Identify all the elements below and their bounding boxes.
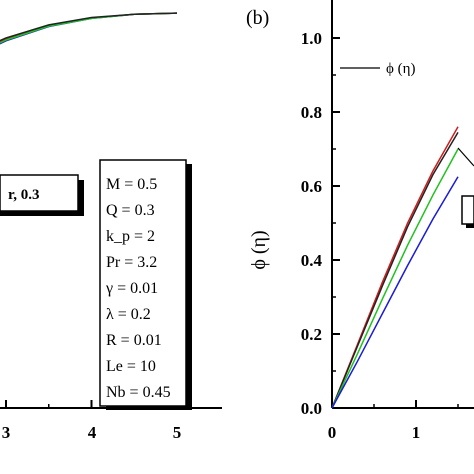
- series-line: [331, 148, 459, 409]
- right-x-ticks: [331, 400, 459, 408]
- param-text: M = 0.5: [106, 176, 157, 193]
- param-text: R = 0.01: [106, 332, 162, 349]
- x-tick-label: 1: [412, 423, 421, 442]
- param-text: k_p = 2: [106, 228, 155, 245]
- right-series-lines: [331, 126, 459, 409]
- panel-label: (b): [246, 7, 269, 29]
- y-tick-label: 0.2: [301, 325, 322, 344]
- y-tick-label: 0.4: [301, 251, 323, 270]
- right-panel: (b) ϕ (η) 0.0 0.2 0.4 0.6 0.8 1.0 0 1 ϕ …: [246, 0, 474, 442]
- param-text: Nb = 0.45: [106, 384, 171, 401]
- partial-box: [461, 195, 474, 225]
- param-text: Le = 10: [106, 358, 156, 375]
- left-series-lines: [0, 12, 178, 45]
- right-y-ticks: [332, 37, 340, 409]
- param-text: λ = 0.2: [106, 306, 151, 323]
- param-text: γ = 0.01: [105, 280, 158, 297]
- annotation-arrow: [457, 147, 474, 167]
- series-line: [331, 126, 459, 409]
- legend-text: ϕ (η): [386, 61, 415, 77]
- left-x-tick-label: 5: [173, 423, 182, 442]
- params-box: [99, 159, 187, 407]
- param-text: Q = 0.3: [106, 202, 155, 219]
- y-tick-label: 0.8: [301, 103, 322, 122]
- x-tick-label: 0: [328, 423, 337, 442]
- curve-label-box: [0, 174, 79, 212]
- series-line: [331, 176, 459, 409]
- y-tick-label: 0.6: [301, 177, 322, 196]
- series-line: [0, 12, 178, 42]
- y-tick-label: 1.0: [301, 29, 322, 48]
- left-x-tick-label: 4: [88, 423, 97, 442]
- y-axis-label: ϕ (η): [248, 230, 270, 269]
- left-x-tick-label: 3: [2, 423, 11, 442]
- param-text: Pr = 3.2: [106, 254, 157, 271]
- curve-label-text: r, 0.3: [8, 187, 40, 203]
- series-line: [331, 132, 459, 409]
- left-panel: 3 4 5 r, 0.3 M = 0.5 Q = 0.3 k_p = 2 Pr …: [0, 12, 222, 442]
- y-tick-label: 0.0: [301, 399, 322, 418]
- params-list: M = 0.5 Q = 0.3 k_p = 2 Pr = 3.2 γ = 0.0…: [105, 176, 171, 401]
